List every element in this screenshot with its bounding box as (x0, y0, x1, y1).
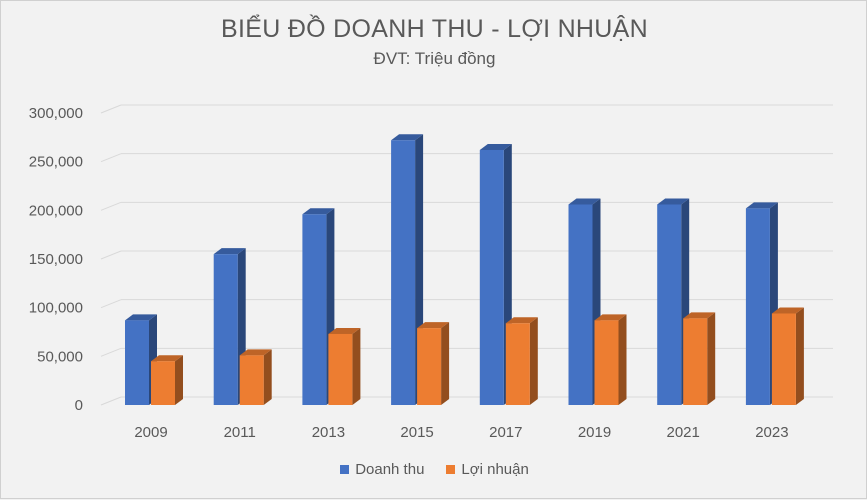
bar-2017-doanh-thu (479, 149, 504, 405)
x-tick-label: 2009 (134, 424, 167, 441)
bar-2009-doanh-thu (125, 320, 149, 405)
y-tick-label: 250,000 (29, 154, 83, 171)
bar-2019-doanh-thu (568, 204, 593, 405)
bar-top-2017-1 (505, 317, 538, 324)
bar-side-2019-1 (618, 314, 627, 405)
bar-2023-loi-nhuan (771, 313, 796, 405)
gridline-diag (100, 153, 122, 163)
bar-top-2023-0 (745, 202, 778, 209)
x-tick-label: 2015 (400, 424, 433, 441)
bar-top-2015-0 (391, 134, 424, 141)
bar-top-2009-0 (125, 314, 157, 321)
bar-2019-loi-nhuan (594, 320, 619, 405)
gridline-diag (100, 396, 122, 406)
y-tick-label: 300,000 (29, 105, 83, 122)
y-tick-label: 50,000 (37, 348, 83, 365)
y-tick-label: 100,000 (29, 300, 83, 317)
bar-top-2021-1 (683, 312, 716, 319)
bar-2023-doanh-thu (745, 208, 770, 405)
bar-top-2019-1 (594, 314, 627, 321)
bar-2011-doanh-thu (213, 254, 238, 405)
legend: Doanh thu Lợi nhuận (1, 461, 867, 478)
bar-top-2019-0 (568, 198, 601, 205)
bar-2017-loi-nhuan (505, 323, 530, 405)
gridline-diag (100, 104, 122, 114)
gridline-diag (100, 299, 122, 309)
bar-top-2015-1 (417, 322, 450, 329)
chart-subtitle: ĐVT: Triệu đồng (373, 49, 496, 68)
bar-side-2011-1 (263, 349, 272, 405)
x-tick-label: 2011 (224, 424, 256, 441)
bar-side-2017-1 (529, 317, 538, 405)
legend-label-doanh-thu: Doanh thu (355, 461, 425, 478)
y-tick-label: 150,000 (29, 251, 83, 268)
x-tick-label: 2023 (755, 424, 788, 441)
bar-side-2009-1 (175, 355, 183, 405)
bar-top-2011-1 (239, 349, 272, 356)
y-tick-label: 0 (75, 397, 83, 414)
x-tick-label: 2013 (312, 424, 345, 441)
bar-2011-loi-nhuan (239, 355, 264, 405)
legend-swatch-loi-nhuan (446, 465, 456, 474)
bar-side-2013-1 (352, 327, 361, 405)
bar-top-2017-0 (479, 143, 512, 150)
bar-2021-doanh-thu (657, 204, 682, 405)
bar-top-2023-1 (771, 307, 804, 314)
bar-side-2015-1 (441, 322, 450, 405)
gridline-diag (100, 250, 122, 260)
bar-top-2009-1 (151, 355, 183, 362)
legend-swatch-doanh-thu (340, 465, 350, 474)
legend-item-loi-nhuan: Lợi nhuận (446, 461, 529, 478)
bar-2013-doanh-thu (302, 214, 327, 405)
bar-2021-loi-nhuan (683, 318, 708, 405)
chart-title: BIỂU ĐỒ DOANH THU - LỢI NHUẬN (221, 15, 648, 43)
bar-side-2023-1 (795, 307, 804, 405)
bar-top-2013-0 (302, 208, 335, 215)
legend-item-doanh-thu: Doanh thu (340, 461, 424, 478)
bar-2015-loi-nhuan (417, 328, 442, 405)
bar-top-2021-0 (657, 198, 690, 205)
x-tick-label: 2021 (667, 424, 700, 441)
bar-top-2011-0 (213, 248, 246, 255)
gridline-diag (100, 201, 122, 211)
y-tick-label: 200,000 (29, 202, 83, 219)
x-tick-label: 2019 (578, 424, 611, 441)
bar-side-2021-1 (707, 312, 716, 405)
bar-2013-loi-nhuan (328, 333, 353, 405)
x-tick-label: 2017 (489, 424, 522, 441)
legend-label-loi-nhuan: Lợi nhuận (461, 461, 529, 478)
bar-top-2013-1 (328, 327, 361, 334)
bar-2015-doanh-thu (391, 140, 416, 405)
gridline-diag (100, 347, 122, 357)
bar-2009-loi-nhuan (151, 361, 175, 405)
